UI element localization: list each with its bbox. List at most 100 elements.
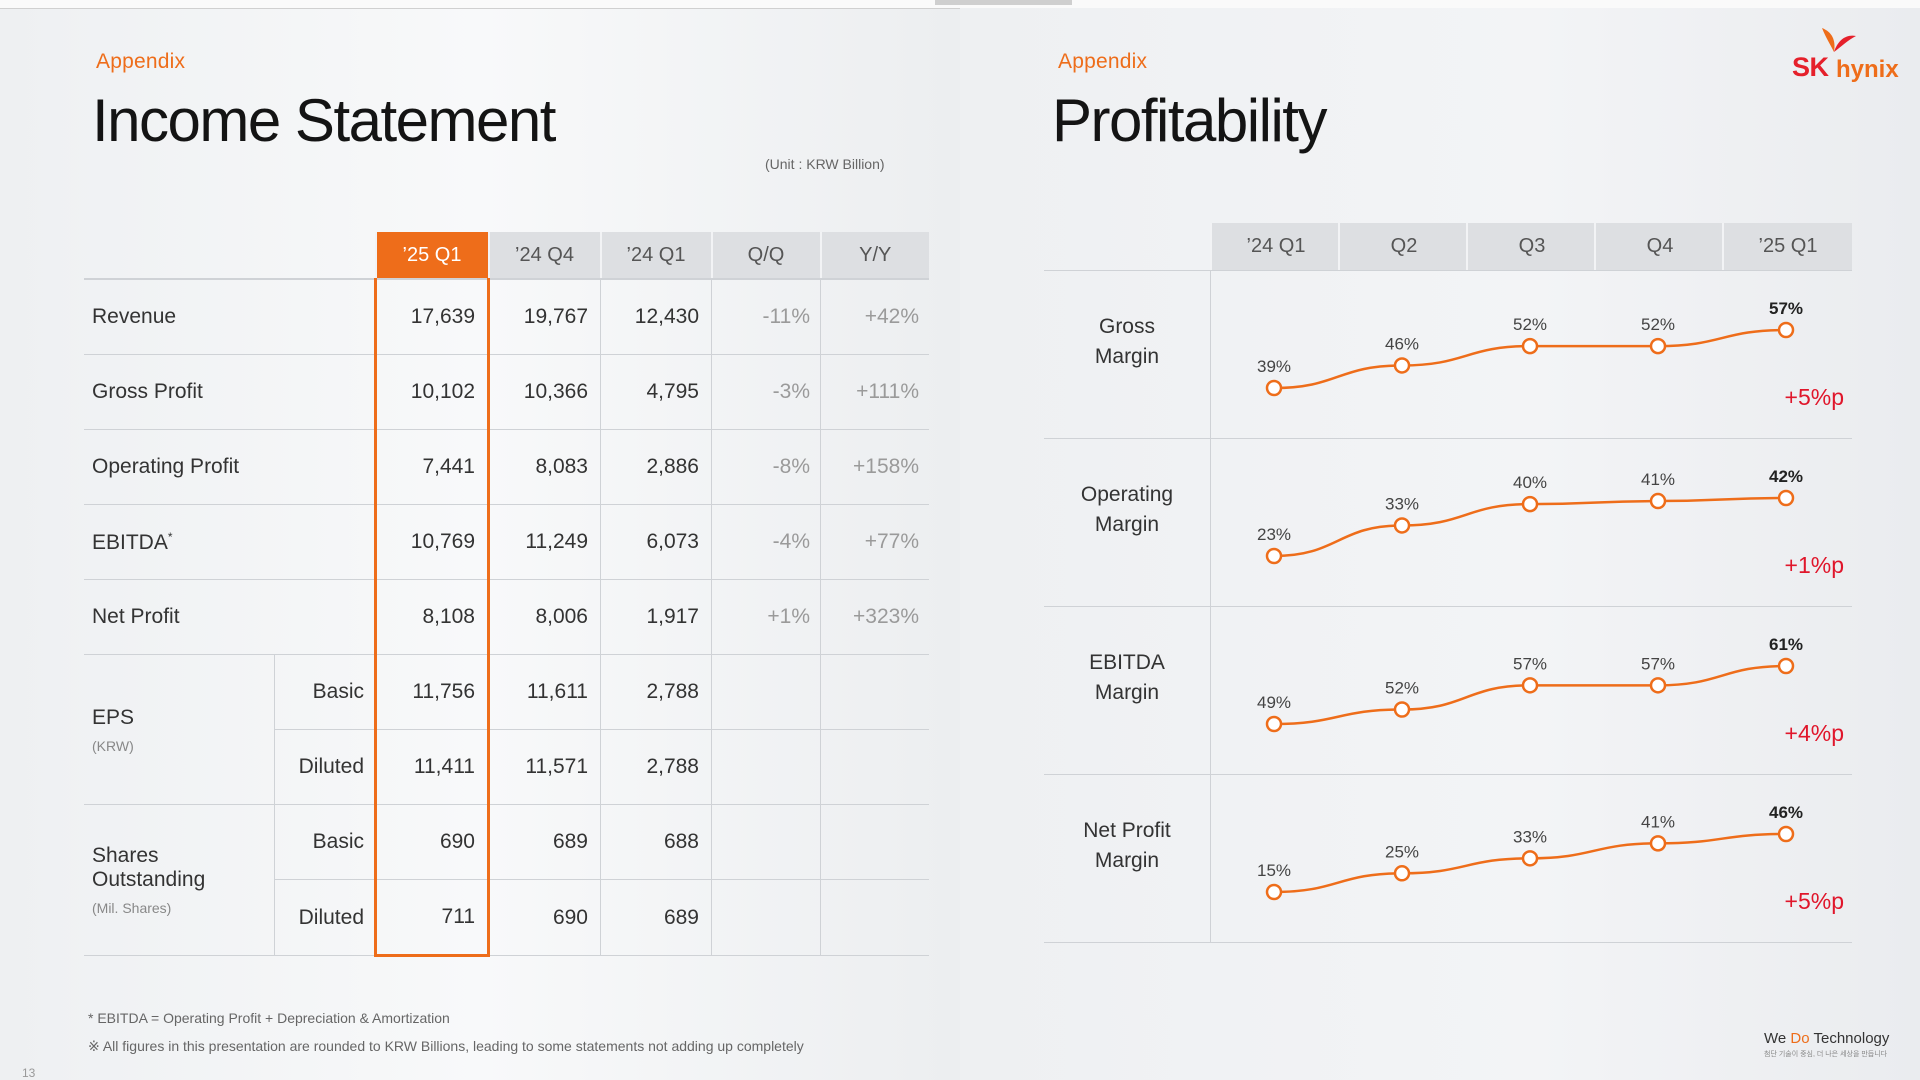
income-statement-table: ’25 Q1 ’24 Q4 ’24 Q1 Q/Q Y/Y Revenue 17,… <box>84 232 929 957</box>
cell: 2,788 <box>600 654 712 730</box>
data-point <box>1649 337 1667 355</box>
data-label: 40% <box>1513 473 1547 492</box>
cell: 11,611 <box>488 654 601 730</box>
cell: 11,756 <box>374 654 490 730</box>
cell: 689 <box>600 879 712 956</box>
row-label: Operating Profit <box>84 429 376 505</box>
appendix-label: Appendix <box>1058 50 1148 73</box>
cell-empty <box>820 729 929 805</box>
cell: 17,639 <box>374 279 490 355</box>
shares-label-1: Shares <box>92 844 159 867</box>
cell: +111% <box>820 354 929 430</box>
sub-label: Diluted <box>273 729 376 805</box>
col-header-25q1: ’25 Q1 <box>374 232 489 280</box>
shares-unit: (Mil. Shares) <box>92 900 172 916</box>
data-point <box>1777 321 1795 339</box>
data-label: 61% <box>1769 635 1803 654</box>
profitability-slide: Appendix Profitability <box>960 8 1920 1080</box>
logo-hynix-text: hynix <box>1836 56 1899 83</box>
cell: -4% <box>711 504 821 580</box>
data-label: 46% <box>1769 803 1803 822</box>
data-point <box>1265 379 1283 397</box>
cell: +77% <box>820 504 929 580</box>
cell: 1,917 <box>600 579 712 655</box>
cell-empty <box>820 804 929 880</box>
data-label: 41% <box>1641 470 1675 489</box>
table-row: EPS (KRW) Basic 11,756 11,611 2,788 <box>84 654 929 805</box>
table-row: EBITDA* 10,769 11,249 6,073 -4% +77% <box>84 504 929 580</box>
cell: 11,249 <box>488 504 601 580</box>
page-title: Profitability <box>1052 87 1327 154</box>
row-label: Net Profit <box>84 579 376 655</box>
sub-label: Basic <box>273 804 376 880</box>
series-label: Net Profit Margin <box>1083 819 1171 872</box>
col-header-24q4: ’24 Q4 <box>487 232 601 280</box>
data-label: 23% <box>1257 525 1291 544</box>
footnote-ebitda: * EBITDA = Operating Profit + Depreciati… <box>88 1010 450 1026</box>
grid-line <box>1044 438 1852 439</box>
sub-label: Basic <box>273 654 376 730</box>
data-label: 57% <box>1769 299 1803 318</box>
tagline-sub: 첨단 기술이 중심, 더 나은 세상을 만듭니다 <box>1764 1051 1888 1058</box>
cell-empty <box>711 654 821 730</box>
series-line <box>1273 664 1787 726</box>
data-label: 39% <box>1257 357 1291 376</box>
cell: 689 <box>488 804 601 880</box>
cell: 711 <box>374 879 490 957</box>
appendix-label: Appendix <box>96 50 186 73</box>
cell: 8,083 <box>488 429 601 505</box>
cell-empty <box>711 729 821 805</box>
data-point <box>1265 547 1283 565</box>
profitability-chart-grid: 39% 46% 52% 52% 57% 23% 33% 40% 41% 42% 49% 52% 57% 5… <box>1044 223 1852 943</box>
cell: 2,788 <box>600 729 712 805</box>
data-point <box>1521 495 1539 513</box>
cell-empty <box>820 879 929 956</box>
cell: -11% <box>711 279 821 355</box>
table-row: Diluted 11,411 11,571 2,788 <box>84 729 929 805</box>
data-point <box>1649 677 1667 694</box>
data-label: 52% <box>1513 315 1547 334</box>
cell: 6,073 <box>600 504 712 580</box>
cell: 10,769 <box>374 504 490 580</box>
logo-sk-text: SK <box>1792 52 1829 82</box>
data-label: 52% <box>1641 315 1675 334</box>
cell: 8,108 <box>374 579 490 655</box>
we-do-technology-tagline: We Do Technology 첨단 기술이 중심, 더 나은 세상을 만듭니… <box>1764 1030 1889 1059</box>
series-label: Operating Margin <box>1080 483 1174 536</box>
grid-line <box>1044 774 1852 775</box>
row-label: Revenue <box>84 279 376 355</box>
data-point <box>1521 337 1539 355</box>
grid-line <box>1044 606 1852 607</box>
col-header-yy: Y/Y <box>819 232 929 280</box>
data-point <box>1521 850 1539 867</box>
scrollbar-thumb[interactable] <box>935 0 1072 5</box>
ebitda-label: EBITDA <box>92 530 168 554</box>
row-label-eps: EPS (KRW) <box>84 654 275 805</box>
data-label: 52% <box>1385 679 1419 698</box>
data-label: 15% <box>1257 861 1291 880</box>
data-point <box>1521 677 1539 694</box>
cell: 10,102 <box>374 354 490 430</box>
data-label: 25% <box>1385 842 1419 861</box>
data-label: 57% <box>1513 654 1547 673</box>
data-point <box>1777 825 1795 843</box>
series-label: EBITDA Margin <box>1089 651 1165 704</box>
page-title: Income Statement <box>92 87 556 154</box>
table-row: Net Profit 8,108 8,006 1,917 +1% +323% <box>84 579 929 655</box>
table-row: Gross Profit 10,102 10,366 4,795 -3% +11… <box>84 354 929 430</box>
cell: 690 <box>488 879 601 956</box>
cell: -3% <box>711 354 821 430</box>
cell: +42% <box>820 279 929 355</box>
data-point <box>1265 883 1283 901</box>
data-label: 41% <box>1641 812 1675 831</box>
data-point <box>1777 489 1795 507</box>
data-point <box>1649 835 1667 852</box>
col-header-2: Q3 <box>1466 223 1596 270</box>
table-row: Diluted 711 690 689 <box>84 879 929 957</box>
sk-hynix-logo: SK hynix <box>1790 26 1900 86</box>
footnote-rounding: ※ All figures in this presentation are r… <box>88 1038 804 1054</box>
cell: +158% <box>820 429 929 505</box>
data-label: 33% <box>1513 827 1547 846</box>
tagline-we: We <box>1764 1030 1791 1047</box>
header-blank <box>84 232 376 280</box>
